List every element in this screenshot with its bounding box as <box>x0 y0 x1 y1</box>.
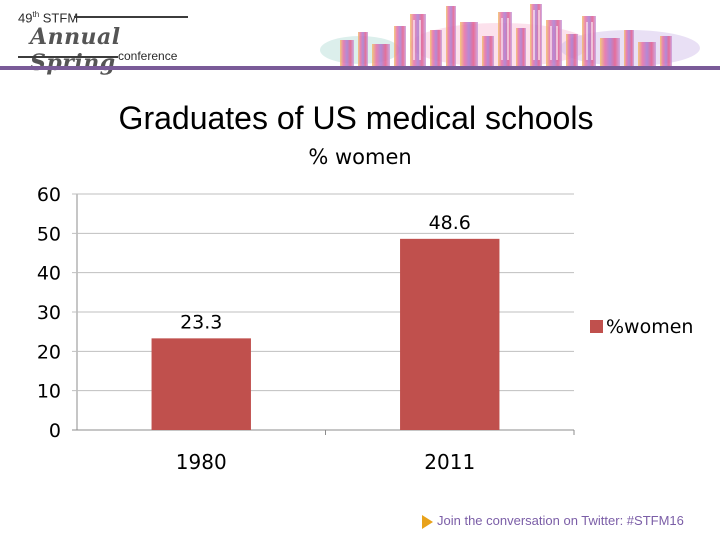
y-tick-label: 20 <box>37 341 61 363</box>
conference-logo: 49th STFM Annual Spring conference <box>14 10 194 76</box>
data-label-1980: 23.3 <box>180 311 222 333</box>
y-tick-label: 60 <box>37 184 61 206</box>
legend-label: %women <box>606 316 693 338</box>
x-tick-label-2011: 2011 <box>424 450 475 474</box>
edition-suffix: th <box>32 10 40 19</box>
bar-1980 <box>151 338 251 430</box>
slide-header: 49th STFM Annual Spring conference <box>0 0 720 76</box>
chart-title: % women <box>308 145 411 169</box>
edition-number: 49 <box>18 10 33 26</box>
org-name: STFM <box>42 10 79 26</box>
y-tick-label: 50 <box>37 223 61 245</box>
footer-twitter-callout: Join the conversation on Twitter: #STFM1… <box>422 513 684 529</box>
y-tick-label: 40 <box>37 263 61 285</box>
event-name: Annual Spring <box>30 24 121 76</box>
bar-2011 <box>400 238 500 430</box>
slide-title: Graduates of US medical schools <box>118 100 594 136</box>
legend-swatch <box>590 320 603 333</box>
header-divider <box>0 66 720 70</box>
logo-rule-bottom <box>18 56 118 58</box>
bar-chart: % women 0 10 20 30 40 50 60 23.3 1980 48.6 2011 %w… <box>37 145 694 474</box>
data-label-2011: 48.6 <box>429 212 471 234</box>
logo-rule-top <box>74 16 188 18</box>
y-tick-label: 10 <box>37 381 61 403</box>
y-tick-label: 30 <box>37 302 61 324</box>
footer-text: Join the conversation on Twitter: #STFM1… <box>437 513 684 528</box>
city-skyline-graphic <box>320 4 700 67</box>
x-tick-label-1980: 1980 <box>176 450 227 474</box>
event-subtitle: conference <box>118 49 178 63</box>
play-arrow-icon <box>422 514 433 529</box>
y-tick-label: 0 <box>49 420 61 442</box>
